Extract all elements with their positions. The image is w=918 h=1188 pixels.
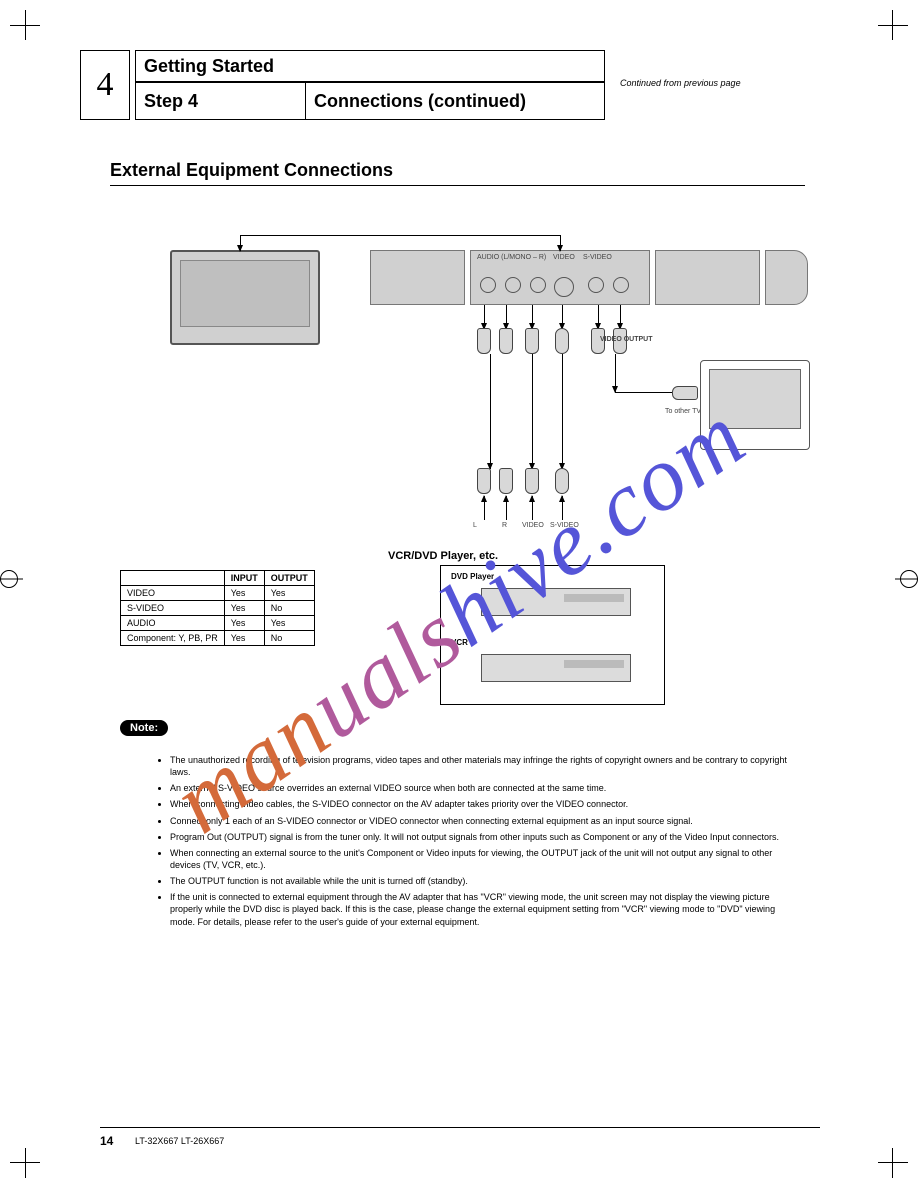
rear-panel-jack-strip: AUDIO (L/MONO – R) VIDEO S-VIDEO [470,250,650,305]
tv-rear-view [170,250,320,345]
cable-line-bot-3 [532,496,533,520]
table-cell: Component: Y, PB, PR [121,631,225,646]
plug-svideo-bot [555,468,569,494]
label-to-other-tv: To other TV [665,408,701,415]
table-cell: Yes [224,586,264,601]
note-heading: Note: [120,720,168,736]
cable-line-svideo [562,305,563,329]
table-cell: No [264,601,314,616]
table-cell: VIDEO [121,586,225,601]
cable-out-vert [615,354,616,392]
label-audio: AUDIO (L/MONO – R) [477,254,546,261]
label-audio-l-bot: L [473,522,477,529]
cable-body-2 [532,354,533,469]
cable-body-1 [490,354,491,469]
label-video-bot: VIDEO [522,522,544,529]
jack-audio-out [613,277,629,293]
table-row: VIDEO Yes Yes [121,586,315,601]
table-cell: Yes [224,601,264,616]
plug-svideo-top [555,328,569,354]
jack-audio-l [480,277,496,293]
list-item: When connecting video cables, the S-VIDE… [170,798,790,810]
label-svideo: S-VIDEO [583,254,612,261]
header-heading: Getting Started [135,50,605,82]
plug-audio-l-top [477,328,491,354]
list-item: An external S-VIDEO source overrides an … [170,782,790,794]
footer-rule [100,1127,820,1128]
jack-video-out [588,277,604,293]
label-audio-r-bot: R [502,522,507,529]
list-item: The OUTPUT function is not available whi… [170,875,790,887]
callout-down-to-tv [240,235,241,251]
table-cell: AUDIO [121,616,225,631]
page-container: 4 Getting Started Step 4 Connections (co… [0,0,918,1188]
list-item: The unauthorized recording of television… [170,754,790,778]
header-table: Getting Started Step 4 Connections (cont… [135,50,605,120]
section-rule [110,185,805,186]
footer-page-number: 14 [100,1134,113,1148]
plug-video-top [525,328,539,354]
plug-video-bot [525,468,539,494]
list-item: Program Out (OUTPUT) signal is from the … [170,831,790,843]
rear-panel-segment-3 [655,250,760,305]
table-row: Component: Y, PB, PR Yes No [121,631,315,646]
header-subtitle: Connections (continued) [305,82,605,120]
section-title: External Equipment Connections [110,160,393,181]
callout-hline [240,235,560,236]
label-video-output: VIDEO OUTPUT [600,336,653,343]
cable-line-audio-r [506,305,507,329]
callout-down-to-strip [560,235,561,251]
table-row: S-VIDEO Yes No [121,601,315,616]
cable-line-out2 [620,305,621,329]
cable-line-bot-1 [484,496,485,520]
jack-svideo [554,277,574,297]
plug-audio-r-top [499,328,513,354]
dvd-player-icon [481,588,631,616]
connection-table: INPUT OUTPUT VIDEO Yes Yes S-VIDEO Yes N… [120,570,315,646]
step-number-box: 4 [80,50,130,120]
table-cell: Yes [264,616,314,631]
equipment-label: VCR/DVD Player, etc. [388,550,498,562]
vcr-label: VCR [451,638,468,647]
label-video: VIDEO [553,254,575,261]
vcr-icon [481,654,631,682]
cable-line-bot-4 [562,496,563,520]
table-header-row: INPUT OUTPUT [121,571,315,586]
table-header-input: INPUT [224,571,264,586]
cable-body-3 [562,354,563,469]
other-tv-icon [700,360,810,450]
list-item: When connecting an external source to th… [170,847,790,871]
dvd-label: DVD Player [451,572,494,581]
plug-to-other-tv [672,386,698,400]
table-cell: Yes [224,616,264,631]
rear-panel-segment-1 [370,250,465,305]
jack-audio-r [505,277,521,293]
equipment-illustration-box: DVD Player VCR [440,565,665,705]
table-header-output: OUTPUT [264,571,314,586]
footer-product: LT-32X667 LT-26X667 [135,1136,224,1146]
cable-line-bot-2 [506,496,507,520]
table-cell: S-VIDEO [121,601,225,616]
cable-line-video [532,305,533,329]
list-item: If the unit is connected to external equ… [170,891,790,927]
table-cell: No [264,631,314,646]
table-row: AUDIO Yes Yes [121,616,315,631]
step-number: 4 [97,66,114,104]
header-step-label: Step 4 [135,82,305,120]
cable-line-out1 [598,305,599,329]
connection-diagram: AUDIO (L/MONO – R) VIDEO S-VIDEO [170,210,810,540]
label-svideo-bot: S-VIDEO [550,522,579,529]
plug-audio-r-bot [499,468,513,494]
jack-video [530,277,546,293]
plug-audio-l-bot [477,468,491,494]
note-list: The unauthorized recording of television… [130,754,790,932]
rear-panel-segment-end [765,250,808,305]
list-item: Connect only 1 each of an S-VIDEO connec… [170,815,790,827]
cable-line-audio-l [484,305,485,329]
table-header-blank [121,571,225,586]
table-cell: Yes [224,631,264,646]
header-side-note: Continued from previous page [620,78,741,88]
table-cell: Yes [264,586,314,601]
